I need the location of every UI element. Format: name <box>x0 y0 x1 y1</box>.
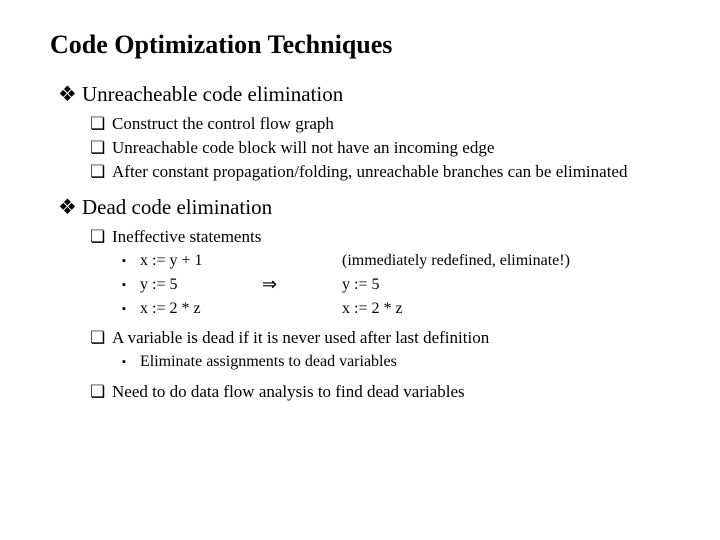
diamond-icon: ❖ <box>58 195 82 220</box>
list-item-text: Eliminate assignments to dead variables <box>140 351 397 373</box>
code-line: ▪ x := 2 * z <box>122 298 262 320</box>
section2-heading: ❖ Dead code elimination <box>58 195 670 220</box>
section2-items: ❏ Ineffective statements ▪ x := y + 1 (i… <box>90 226 670 403</box>
square-solid-icon: ▪ <box>122 351 140 370</box>
section1-heading-text: Unreacheable code elimination <box>82 82 343 107</box>
list-item-text: Unreachable code block will not have an … <box>112 137 670 159</box>
list-item-text: Ineffective statements <box>112 226 670 248</box>
list-item: ❏ Need to do data flow analysis to find … <box>90 381 670 403</box>
code-right-text: y := 5 <box>342 274 379 296</box>
square-hollow-icon: ❏ <box>90 226 112 248</box>
square-solid-icon: ▪ <box>122 250 140 269</box>
square-hollow-icon: ❏ <box>90 137 112 159</box>
diamond-icon: ❖ <box>58 82 82 107</box>
code-line: ▪ y := 5 <box>122 274 262 296</box>
code-right-text: (immediately redefined, eliminate!) <box>342 250 570 272</box>
section1-heading: ❖ Unreacheable code elimination <box>58 82 670 107</box>
code-comment: (immediately redefined, eliminate!) <box>342 250 570 272</box>
square-solid-icon: ▪ <box>122 298 140 317</box>
square-hollow-icon: ❏ <box>90 161 112 183</box>
list-item-text: A variable is dead if it is never used a… <box>112 327 670 349</box>
code-left-text: x := 2 * z <box>140 298 201 320</box>
square-hollow-icon: ❏ <box>90 381 112 403</box>
section1-items: ❏ Construct the control flow graph ❏ Unr… <box>90 113 670 183</box>
list-item-text: After constant propagation/folding, unre… <box>112 161 670 183</box>
list-item-text: Need to do data flow analysis to find de… <box>112 381 670 403</box>
square-hollow-icon: ❏ <box>90 113 112 135</box>
section2-subitem: ▪ Eliminate assignments to dead variable… <box>122 351 670 373</box>
list-item: ❏ Construct the control flow graph <box>90 113 670 135</box>
square-hollow-icon: ❏ <box>90 327 112 349</box>
code-line-right: x := 2 * z <box>342 298 570 320</box>
code-example: ▪ x := y + 1 (immediately redefined, eli… <box>122 250 670 321</box>
list-item: ❏ A variable is dead if it is never used… <box>90 327 670 349</box>
list-item: ▪ Eliminate assignments to dead variable… <box>122 351 670 373</box>
list-item-text: Construct the control flow graph <box>112 113 670 135</box>
list-item: ❏ Ineffective statements <box>90 226 670 248</box>
page-title: Code Optimization Techniques <box>50 30 670 60</box>
code-right-text: x := 2 * z <box>342 298 403 320</box>
code-left-text: x := y + 1 <box>140 250 203 272</box>
list-item: ❏ Unreachable code block will not have a… <box>90 137 670 159</box>
list-item: ❏ After constant propagation/folding, un… <box>90 161 670 183</box>
square-solid-icon: ▪ <box>122 274 140 293</box>
section2-heading-text: Dead code elimination <box>82 195 272 220</box>
code-line: ▪ x := y + 1 <box>122 250 262 272</box>
code-line-right: y := 5 <box>342 274 570 296</box>
code-left-text: y := 5 <box>140 274 177 296</box>
arrow-icon: ⇒ <box>262 274 277 294</box>
